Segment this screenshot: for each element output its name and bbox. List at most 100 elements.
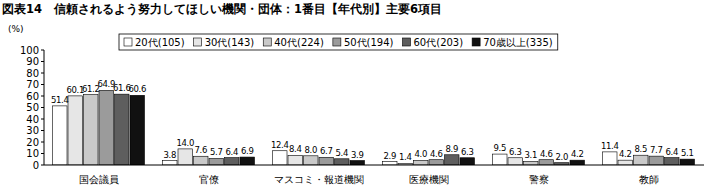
bar [508,158,523,165]
data-label: 6.9 [241,146,254,156]
title: 図表14 信頼されるよう努力してほしい機関・団体：1番目【年代別】主要6項目 [2,2,442,16]
y-tick [41,107,44,108]
legend-swatch [403,38,411,46]
data-label: 7.6 [194,145,207,155]
data-label: 2.9 [383,151,396,161]
data-label: 3.1 [524,150,537,160]
bar [634,155,649,165]
legend-swatch [263,38,271,46]
data-label: 5.4 [335,148,348,158]
data-label: 12.4 [271,140,289,150]
bar [350,161,365,165]
data-label: 9.5 [493,143,506,153]
bar [319,157,334,165]
bar [115,94,130,165]
y-tick [41,84,44,85]
bar [273,151,288,165]
legend: 20代(105) 30代(143) 40代(224) 50代(194) 60代(203)… [119,34,558,50]
data-label: 4.0 [414,149,427,159]
legend-label: 60代(203) [414,37,464,48]
y-tick-label: 50 [26,102,39,113]
x-tick-label: 警察 [529,174,549,185]
data-label: 8.5 [634,144,647,154]
bar [414,160,429,165]
x-tick-label: 医療機関 [409,174,449,185]
legend-label: 50代(194) [344,37,394,48]
y-tick-label: 10 [26,148,39,159]
y-tick [41,61,44,62]
bar [524,161,539,165]
bar [445,155,460,165]
legend-label: 70歳以上(335) [483,37,553,48]
y-tick [41,130,44,131]
legend-box [119,34,558,50]
y-tick-label: 80 [26,68,39,79]
x-tick-label: マスコミ・報道機関 [274,174,364,185]
y-tick-label: 70 [26,79,39,90]
y-tick-label: 0 [33,160,39,171]
x-tick-label: 官僚 [199,174,219,185]
data-label: 6.3 [509,147,522,157]
y-tick [41,119,44,120]
legend-label: 30代(143) [205,37,255,48]
y-tick [41,73,44,74]
bars [53,90,695,165]
data-label: 2.0 [555,152,568,162]
data-label: 3.8 [163,150,176,160]
legend-swatch [194,38,202,46]
data-label: 4.6 [430,149,443,159]
data-label: 11.4 [601,141,619,151]
bar [68,96,83,165]
y-tick-label: 90 [26,56,39,67]
bar [194,156,209,165]
legend-swatch [333,38,341,46]
data-label: 6.4 [225,147,238,157]
legend-swatch [124,38,132,46]
bar [84,95,99,165]
bar [209,158,224,165]
data-label: 8.0 [304,145,317,155]
bar [539,160,554,165]
bar [53,106,68,165]
data-label: 5.1 [681,148,694,158]
y-tick [41,96,44,97]
y-tick [41,165,44,166]
data-label: 6.7 [320,146,333,156]
x-tick-label: 教師 [639,174,659,185]
bar [130,95,145,165]
data-label: 6.3 [461,147,474,157]
bar [649,156,664,165]
data-label: 4.2 [571,149,584,159]
bar [99,90,114,165]
bar [493,154,508,165]
bar [665,158,680,165]
y-tick [41,50,44,51]
bar [304,156,319,165]
x-tick-label: 国会議員 [79,174,119,185]
y-tick-label: 100 [20,45,39,56]
bar [335,159,350,165]
data-label: 3.9 [351,150,364,160]
data-label: 8.4 [289,144,302,154]
data-label: 1.4 [399,152,412,162]
bar [603,152,618,165]
data-label: 51.4 [51,95,69,105]
bar [178,149,193,165]
legend-label: 40代(224) [274,37,324,48]
bar [225,158,240,165]
bar [163,161,178,165]
bar [460,158,475,165]
y-tick-label: 20 [26,137,39,148]
data-label: 6.4 [665,147,678,157]
data-label: 5.7 [210,147,223,157]
y-tick-label: 30 [26,125,39,136]
y-tick-label: 60 [26,91,39,102]
data-labels: 51.460.161.264.961.660.63.814.07.65.76.4… [51,79,694,162]
x-axis [44,165,704,166]
bar [680,159,695,165]
data-label: 4.2 [619,149,632,159]
data-label: 14.0 [176,138,194,148]
legend-label: 20代(105) [135,37,185,48]
data-label: 4.6 [540,149,553,159]
data-label: 7.7 [650,145,663,155]
